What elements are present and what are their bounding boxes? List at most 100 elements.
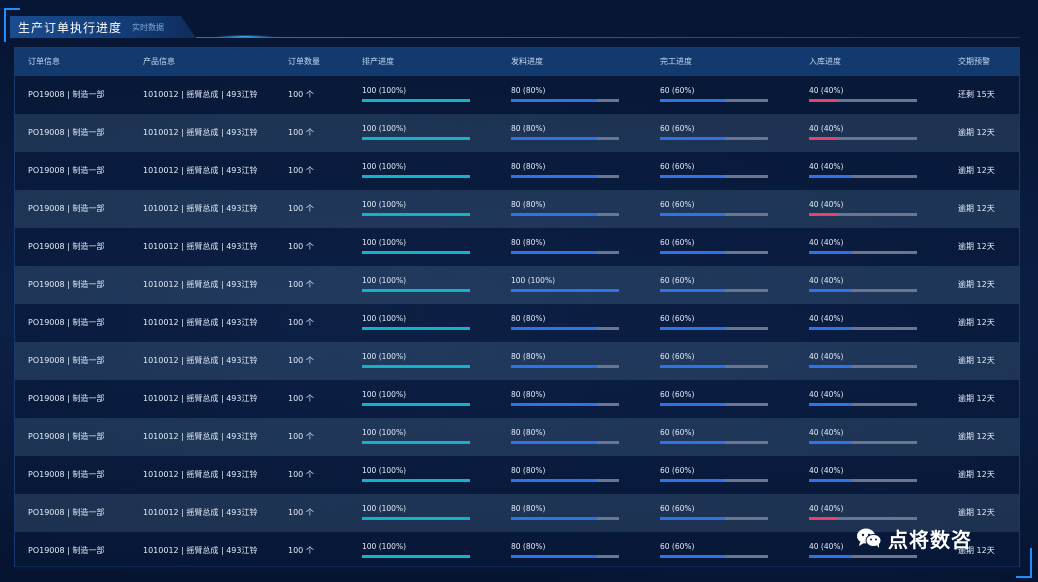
table-row[interactable]: PO19008 | 制造一部 1010012 | 摇臂总成 | 493江铃 100 … [15, 304, 1019, 342]
warehouse-progress-label: 40 (40%) [809, 390, 844, 399]
schedule-progress-track [362, 289, 470, 292]
watermark-text: 点将数咨 [888, 527, 972, 552]
table-row[interactable]: PO19008 | 制造一部 1010012 | 摇臂总成 | 493江铃 100 … [15, 342, 1019, 380]
material-progress-label: 80 (80%) [511, 124, 546, 133]
schedule-progress-label: 100 (100%) [362, 428, 406, 437]
completion-progress-fill [660, 365, 725, 368]
order-info-cell: PO19008 | 制造一部 [28, 128, 105, 137]
order-info-cell: PO19008 | 制造一部 [28, 432, 105, 441]
warehouse-progress-fill [809, 403, 853, 406]
schedule-progress-label: 100 (100%) [362, 314, 406, 323]
header-order-qty: 订单数量 [288, 57, 320, 66]
material-progress-label: 80 (80%) [511, 238, 546, 247]
product-info-cell: 1010012 | 摇臂总成 | 493江铃 [143, 546, 258, 555]
completion-progress-track [660, 251, 768, 254]
warehouse-progress-fill [809, 327, 853, 330]
material-progress: 80 (80%) [511, 352, 619, 368]
table-row[interactable]: PO19008 | 制造一部 1010012 | 摇臂总成 | 493江铃 100 … [15, 380, 1019, 418]
order-info-cell: PO19008 | 制造一部 [28, 508, 105, 517]
completion-progress: 60 (60%) [660, 542, 768, 558]
order-qty-cell: 100 个 [288, 90, 314, 99]
table-row[interactable]: PO19008 | 制造一部 1010012 | 摇臂总成 | 493江铃 100 … [15, 532, 1019, 570]
warehouse-progress: 40 (40%) [809, 86, 917, 102]
table-row[interactable]: PO19008 | 制造一部 1010012 | 摇臂总成 | 493江铃 100 … [15, 152, 1019, 190]
material-progress-fill [511, 555, 598, 558]
table-row[interactable]: PO19008 | 制造一部 1010012 | 摇臂总成 | 493江铃 100 … [15, 228, 1019, 266]
material-progress-track [511, 403, 619, 406]
order-qty-cell: 100 个 [288, 318, 314, 327]
completion-progress-fill [660, 175, 725, 178]
order-info-cell: PO19008 | 制造一部 [28, 318, 105, 327]
order-qty-cell: 100 个 [288, 242, 314, 251]
material-progress: 80 (80%) [511, 428, 619, 444]
schedule-progress-fill [362, 289, 470, 292]
material-progress: 80 (80%) [511, 124, 619, 140]
warehouse-progress-label: 40 (40%) [809, 504, 844, 513]
schedule-progress: 100 (100%) [362, 504, 470, 520]
due-warning-cell: 逾期 12天 [958, 280, 995, 289]
completion-progress-fill [660, 137, 725, 140]
order-info-cell: PO19008 | 制造一部 [28, 356, 105, 365]
completion-progress-label: 60 (60%) [660, 390, 695, 399]
schedule-progress-fill [362, 403, 470, 406]
page-title: 生产订单执行进度 [18, 20, 123, 35]
header-warehouse-progress: 入库进度 [809, 57, 841, 66]
wechat-icon [856, 527, 882, 549]
material-progress-track [511, 327, 619, 330]
product-info-cell: 1010012 | 摇臂总成 | 493江铃 [143, 394, 258, 403]
due-warning-cell: 逾期 12天 [958, 318, 995, 327]
table-row[interactable]: PO19008 | 制造一部 1010012 | 摇臂总成 | 493江铃 100 … [15, 456, 1019, 494]
table-row[interactable]: PO19008 | 制造一部 1010012 | 摇臂总成 | 493江铃 100 … [15, 266, 1019, 304]
material-progress-fill [511, 403, 598, 406]
order-info-cell: PO19008 | 制造一部 [28, 470, 105, 479]
due-warning-cell: 逾期 12天 [958, 166, 995, 175]
table-row[interactable]: PO19008 | 制造一部 1010012 | 摇臂总成 | 493江铃 100 … [15, 114, 1019, 152]
warehouse-progress-label: 40 (40%) [809, 314, 844, 323]
completion-progress-fill [660, 479, 725, 482]
completion-progress-fill [660, 403, 725, 406]
product-info-cell: 1010012 | 摇臂总成 | 493江铃 [143, 356, 258, 365]
completion-progress-track [660, 137, 768, 140]
material-progress: 80 (80%) [511, 542, 619, 558]
schedule-progress: 100 (100%) [362, 124, 470, 140]
material-progress-fill [511, 327, 598, 330]
warehouse-progress-fill [809, 365, 853, 368]
completion-progress-label: 60 (60%) [660, 276, 695, 285]
order-info-cell: PO19008 | 制造一部 [28, 166, 105, 175]
order-qty-cell: 100 个 [288, 128, 314, 137]
warehouse-progress-track [809, 289, 917, 292]
schedule-progress-fill [362, 327, 470, 330]
warehouse-progress-track [809, 251, 917, 254]
completion-progress-track [660, 555, 768, 558]
material-progress: 80 (80%) [511, 200, 619, 216]
material-progress-track [511, 251, 619, 254]
warehouse-progress: 40 (40%) [809, 428, 917, 444]
warehouse-progress-label: 40 (40%) [809, 276, 844, 285]
completion-progress-label: 60 (60%) [660, 428, 695, 437]
product-info-cell: 1010012 | 摇臂总成 | 493江铃 [143, 470, 258, 479]
order-qty-cell: 100 个 [288, 432, 314, 441]
completion-progress-fill [660, 441, 725, 444]
table-row[interactable]: PO19008 | 制造一部 1010012 | 摇臂总成 | 493江铃 100 … [15, 494, 1019, 532]
order-qty-cell: 100 个 [288, 280, 314, 289]
schedule-progress-fill [362, 479, 470, 482]
schedule-progress: 100 (100%) [362, 162, 470, 178]
order-qty-cell: 100 个 [288, 204, 314, 213]
schedule-progress-fill [362, 441, 470, 444]
order-info-cell: PO19008 | 制造一部 [28, 204, 105, 213]
table-row[interactable]: PO19008 | 制造一部 1010012 | 摇臂总成 | 493江铃 100 … [15, 190, 1019, 228]
order-info-cell: PO19008 | 制造一部 [28, 394, 105, 403]
schedule-progress-track [362, 251, 470, 254]
completion-progress: 60 (60%) [660, 124, 768, 140]
schedule-progress: 100 (100%) [362, 238, 470, 254]
product-info-cell: 1010012 | 摇臂总成 | 493江铃 [143, 280, 258, 289]
material-progress: 80 (80%) [511, 162, 619, 178]
table-row[interactable]: PO19008 | 制造一部 1010012 | 摇臂总成 | 493江铃 100 … [15, 418, 1019, 456]
schedule-progress-track [362, 517, 470, 520]
due-warning-cell: 逾期 12天 [958, 128, 995, 137]
table-row[interactable]: PO19008 | 制造一部 1010012 | 摇臂总成 | 493江铃 100 … [15, 76, 1019, 114]
due-warning-cell: 逾期 12天 [958, 470, 995, 479]
schedule-progress: 100 (100%) [362, 466, 470, 482]
warehouse-progress-fill [809, 213, 838, 216]
completion-progress-label: 60 (60%) [660, 504, 695, 513]
